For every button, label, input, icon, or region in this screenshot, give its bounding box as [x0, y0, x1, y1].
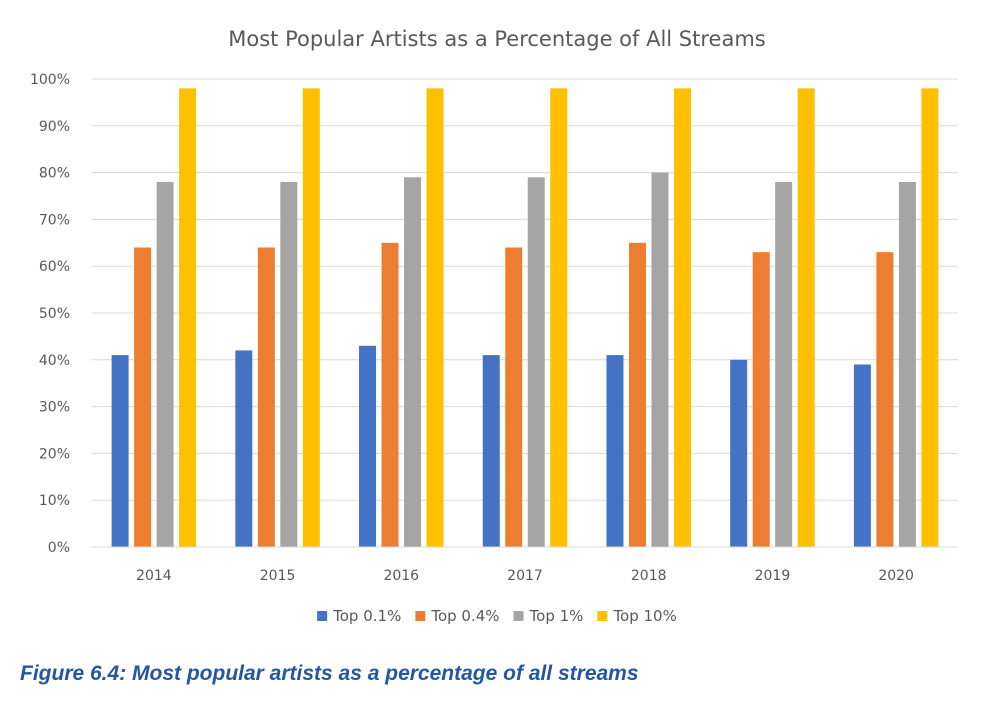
legend: Top 0.1% Top 0.4% Top 1% Top 10% [317, 607, 677, 625]
figure-caption: Figure 6.4: Most popular artists as a pe… [20, 662, 639, 685]
x-tick-label: 2019 [755, 568, 791, 584]
bar [876, 252, 894, 547]
legend-item: Top 1% [513, 607, 584, 625]
bar [179, 88, 197, 548]
y-tick-label: 80% [39, 166, 70, 182]
bar [404, 177, 422, 547]
y-tick-label: 20% [39, 446, 70, 462]
legend-swatch [415, 611, 426, 621]
y-tick-label: 100% [30, 72, 70, 88]
x-tick-label: 2020 [878, 568, 914, 584]
x-tick-label: 2016 [383, 568, 419, 584]
x-tick-label: 2018 [631, 568, 667, 584]
bar [775, 181, 793, 547]
x-tick-label: 2014 [136, 568, 172, 584]
y-axis-tick-labels: 0% 10% 20% 30% 40% 50% 60% 70% 80% 90% 100% [30, 72, 70, 556]
legend-swatch [597, 611, 608, 621]
legend-item: Top 0.4% [415, 607, 500, 625]
bar [134, 247, 152, 548]
bar [111, 355, 129, 547]
bars [111, 88, 939, 548]
bar [651, 172, 669, 547]
legend-item: Top 0.1% [317, 607, 401, 625]
legend-label: Top 0.1% [332, 607, 401, 625]
x-tick-label: 2017 [507, 568, 543, 584]
bar [257, 247, 275, 548]
bar-chart: Most Popular Artists as a Percentage of … [30, 27, 958, 625]
legend-label: Top 1% [529, 607, 584, 625]
bar [482, 355, 500, 547]
bar [673, 88, 691, 548]
bar [426, 88, 444, 548]
bar [156, 181, 174, 547]
x-axis-tick-labels: 2014 2015 2016 2017 2018 2019 2020 [136, 568, 914, 584]
bar [730, 359, 748, 547]
bar [302, 88, 320, 548]
bar [898, 181, 916, 547]
bar [797, 88, 815, 548]
legend-swatch [317, 611, 328, 621]
bar [280, 181, 298, 547]
legend-item: Top 10% [597, 607, 677, 625]
legend-label: Top 10% [612, 607, 676, 625]
bar [527, 177, 545, 547]
y-tick-label: 60% [39, 259, 70, 275]
legend-swatch [513, 611, 524, 621]
bar [235, 350, 253, 547]
y-tick-label: 10% [39, 493, 70, 509]
bar [381, 242, 399, 548]
legend-label: Top 0.4% [430, 607, 499, 625]
bar [505, 247, 523, 548]
bar [853, 364, 871, 547]
y-tick-label: 0% [48, 540, 70, 556]
gridlines [92, 78, 958, 501]
y-tick-label: 40% [39, 353, 70, 369]
bar [921, 88, 939, 548]
x-tick-label: 2015 [260, 568, 296, 584]
bar [359, 345, 377, 547]
y-tick-label: 30% [39, 400, 70, 416]
bar [606, 355, 624, 547]
bar [550, 88, 568, 548]
y-tick-label: 90% [39, 119, 70, 135]
bar [752, 252, 770, 547]
y-tick-label: 70% [39, 212, 70, 228]
chart-title: Most Popular Artists as a Percentage of … [228, 27, 765, 51]
bar [628, 242, 646, 548]
y-tick-label: 50% [39, 306, 70, 322]
